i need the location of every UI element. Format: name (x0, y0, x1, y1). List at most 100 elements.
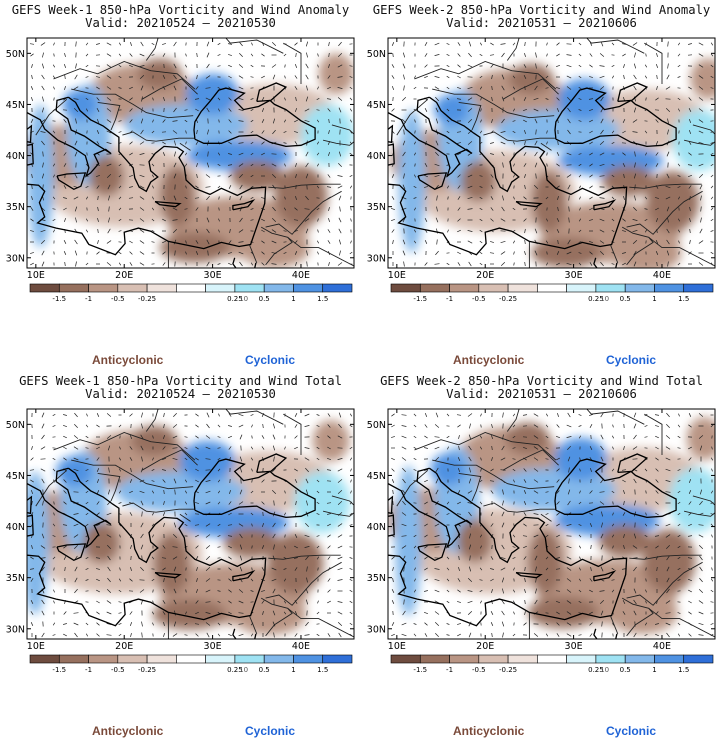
wind-arrow (644, 196, 648, 200)
country-border (458, 101, 482, 131)
wind-arrow (633, 261, 637, 267)
wind-arrow (600, 445, 604, 451)
country-border (432, 459, 555, 490)
vorticity-patch (82, 522, 120, 564)
wind-arrow (523, 129, 527, 135)
wind-arrow (523, 119, 527, 123)
wind-arrow (294, 557, 298, 559)
wind-arrow (611, 130, 615, 134)
wind-arrow (173, 107, 177, 113)
wind-arrow (85, 622, 89, 626)
country-border (141, 78, 198, 100)
wind-arrow (710, 623, 714, 625)
vorticity-patch (460, 160, 496, 202)
wind-arrow (501, 577, 505, 583)
wind-arrow (349, 557, 353, 559)
wind-arrow (534, 162, 538, 168)
wind-arrow (403, 261, 405, 267)
wind-arrow (535, 129, 537, 135)
wind-arrow (599, 75, 605, 79)
colorbar-swatch (29, 654, 60, 664)
wind-arrow (622, 252, 626, 254)
wind-arrow (163, 195, 165, 201)
wind-arrow (129, 611, 133, 615)
wind-arrow (163, 489, 165, 495)
wind-arrow (205, 446, 211, 450)
wind-arrow (162, 567, 166, 571)
wind-arrow (655, 207, 659, 211)
country-border (71, 88, 194, 119)
wind-arrow (250, 130, 254, 134)
wind-arrow (655, 479, 659, 483)
vorticity-patch (159, 232, 231, 263)
wind-arrow (436, 195, 438, 201)
lon-label: 10E (27, 641, 45, 652)
wind-arrow (172, 424, 178, 428)
wind-arrow (295, 261, 297, 267)
wind-arrow (206, 63, 210, 69)
wind-arrow (141, 456, 143, 462)
wind-arrow (599, 590, 605, 592)
wind-arrow (151, 523, 155, 527)
wind-arrow (677, 612, 681, 614)
wind-arrow (73, 86, 79, 90)
colorbar-swatch (390, 654, 421, 664)
wind-arrow (446, 43, 450, 45)
wind-arrow (489, 54, 495, 56)
wind-arrow (217, 424, 221, 428)
wind-arrow (447, 446, 449, 450)
wind-arrow (227, 164, 233, 166)
wind-arrow (424, 424, 428, 428)
wind-arrow (556, 557, 560, 559)
lon-label: 30E (204, 641, 222, 652)
wind-arrow (139, 185, 145, 189)
wind-arrow (567, 96, 571, 102)
wind-arrow (391, 108, 395, 112)
wind-arrow (52, 229, 56, 233)
wind-arrow (228, 501, 232, 505)
wind-arrow (698, 53, 704, 57)
wind-arrow (567, 500, 571, 506)
wind-arrow (272, 555, 276, 561)
coastline (617, 453, 649, 474)
wind-arrow (238, 424, 244, 428)
wind-arrow (633, 588, 637, 594)
wind-arrow (612, 545, 614, 549)
wind-arrow (271, 567, 277, 571)
colorbar-tick-label: 1 (652, 295, 656, 303)
wind-arrow (326, 98, 332, 100)
coastline (388, 96, 473, 178)
wind-arrow (557, 412, 559, 418)
wind-arrow (479, 262, 483, 266)
coastline (27, 183, 169, 256)
wind-arrow (228, 633, 232, 637)
wind-arrow (655, 217, 659, 223)
wind-arrow (435, 632, 439, 638)
wind-arrow (306, 566, 308, 572)
wind-arrow (677, 556, 681, 560)
wind-arrow (239, 41, 243, 47)
wind-arrow (634, 52, 636, 58)
lon-label: 30E (204, 270, 222, 281)
colorbar-scale-marker: 10 (239, 666, 248, 674)
wind-arrow (350, 240, 352, 244)
wind-arrow (467, 240, 473, 244)
wind-arrow (217, 590, 221, 592)
wind-arrow (205, 589, 211, 593)
wind-arrow (162, 434, 166, 440)
country-border (458, 472, 482, 502)
wind-arrow (338, 423, 342, 429)
wind-arrow (272, 206, 276, 212)
wind-arrow (434, 512, 440, 516)
wind-arrow (349, 174, 353, 178)
wind-arrow (228, 567, 232, 571)
country-border (483, 502, 556, 513)
wind-arrow (195, 424, 199, 428)
wind-arrow (501, 445, 505, 451)
wind-arrow (665, 622, 671, 626)
wind-arrow (85, 523, 89, 527)
wind-arrow (567, 184, 571, 190)
wind-arrow (424, 262, 428, 266)
wind-arrow (566, 262, 572, 266)
wind-arrow (666, 151, 670, 157)
